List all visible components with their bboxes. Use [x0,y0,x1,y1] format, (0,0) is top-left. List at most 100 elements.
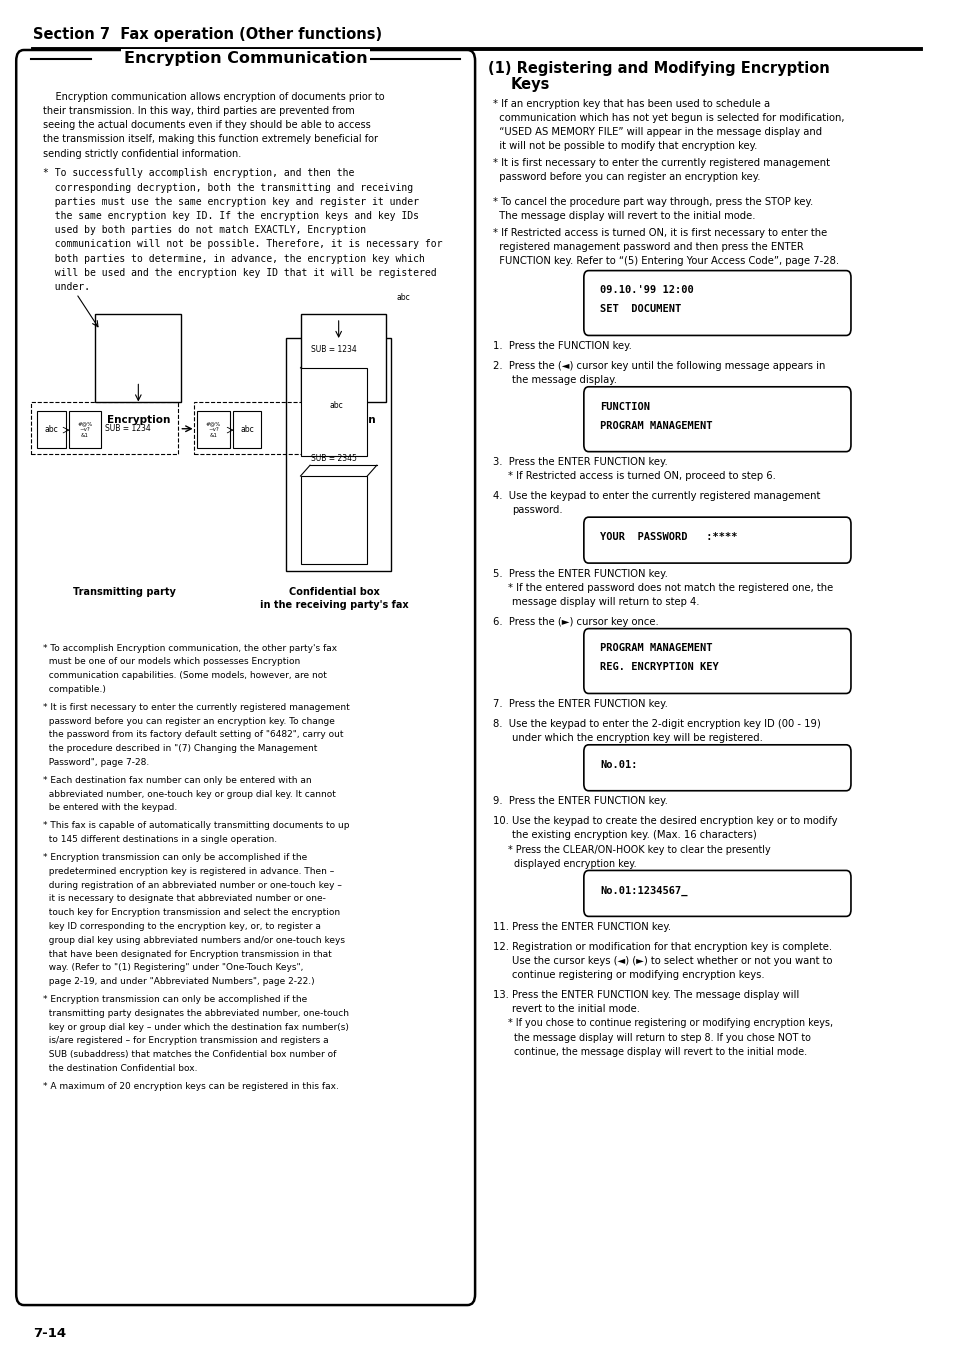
Text: group dial key using abbreviated numbers and/or one-touch keys: group dial key using abbreviated numbers… [43,936,345,944]
Text: continue registering or modifying encryption keys.: continue registering or modifying encryp… [512,970,764,981]
Text: communication which has not yet begun is selected for modification,: communication which has not yet begun is… [493,112,843,123]
Text: sending strictly confidential information.: sending strictly confidential informatio… [43,149,241,158]
Text: FUNCTION: FUNCTION [599,401,649,412]
Text: communication capabilities. (Some models, however, are not: communication capabilities. (Some models… [43,671,327,680]
FancyBboxPatch shape [583,628,850,693]
Text: Decryption: Decryption [311,415,375,426]
Text: * To cancel the procedure part way through, press the STOP key.: * To cancel the procedure part way throu… [493,196,813,207]
Text: the procedure described in "(7) Changing the Management: the procedure described in "(7) Changing… [43,744,317,753]
Text: the transmission itself, making this function extremely beneficial for: the transmission itself, making this fun… [43,134,377,145]
Text: 5.  Press the ENTER FUNCTION key.: 5. Press the ENTER FUNCTION key. [493,569,667,578]
FancyBboxPatch shape [197,411,230,447]
Text: “USED AS MEMORY FILE” will appear in the message display and: “USED AS MEMORY FILE” will appear in the… [493,127,821,136]
FancyBboxPatch shape [583,386,850,451]
Text: Section 7  Fax operation (Other functions): Section 7 Fax operation (Other functions… [33,27,382,42]
Text: under.: under. [43,282,90,292]
Text: revert to the initial mode.: revert to the initial mode. [512,1004,639,1015]
Text: abc: abc [330,401,343,409]
Text: used by both parties do not match EXACTLY, Encryption: used by both parties do not match EXACTL… [43,226,366,235]
Bar [300,313,386,401]
Text: 09.10.'99 12:00: 09.10.'99 12:00 [599,285,693,296]
Text: compatible.): compatible.) [43,685,106,694]
Text: SUB = 1234: SUB = 1234 [105,424,151,434]
Text: No.01:: No.01: [599,759,637,770]
Text: Encryption communication allows encryption of documents prior to: Encryption communication allows encrypti… [43,92,384,101]
Text: registered management password and then press the ENTER: registered management password and then … [493,242,803,251]
Bar [300,367,367,455]
Text: 10. Use the keypad to create the desired encryption key or to modify: 10. Use the keypad to create the desired… [493,816,837,827]
Text: password.: password. [512,505,562,516]
Text: Confidential box
in the receiving party's fax: Confidential box in the receiving party'… [259,586,408,611]
Text: * A maximum of 20 encryption keys can be registered in this fax.: * A maximum of 20 encryption keys can be… [43,1082,338,1090]
Text: the existing encryption key. (Max. 16 characters): the existing encryption key. (Max. 16 ch… [512,831,757,840]
FancyBboxPatch shape [583,870,850,916]
Text: both parties to determine, in advance, the encryption key which: both parties to determine, in advance, t… [43,254,424,263]
Text: the message display will return to step 8. If you chose NOT to: the message display will return to step … [514,1032,810,1043]
Text: Use the cursor keys (◄) (►) to select whether or not you want to: Use the cursor keys (◄) (►) to select wh… [512,957,832,966]
Text: must be one of our models which possesses Encryption: must be one of our models which possesse… [43,658,300,666]
Text: that have been designated for Encryption transmission in that: that have been designated for Encryption… [43,950,332,958]
FancyBboxPatch shape [69,411,101,447]
Text: password before you can register an encryption key.: password before you can register an encr… [493,173,760,182]
Text: * To accomplish Encryption communication, the other party's fax: * To accomplish Encryption communication… [43,643,336,653]
Text: predetermined encryption key is registered in advance. Then –: predetermined encryption key is register… [43,867,334,875]
Text: abc: abc [240,426,253,434]
Text: Password", page 7-28.: Password", page 7-28. [43,758,149,767]
Text: message display will return to step 4.: message display will return to step 4. [512,597,700,607]
Text: REG. ENCRYPTION KEY: REG. ENCRYPTION KEY [599,662,718,673]
Text: password before you can register an encryption key. To change: password before you can register an encr… [43,716,335,725]
Text: SUB = 1234: SUB = 1234 [311,346,356,354]
Text: 6.  Press the (►) cursor key once.: 6. Press the (►) cursor key once. [493,617,659,627]
FancyBboxPatch shape [16,50,475,1305]
Text: Transmitting party: Transmitting party [72,586,175,597]
Text: The message display will revert to the initial mode.: The message display will revert to the i… [493,211,755,220]
Text: * If an encryption key that has been used to schedule a: * If an encryption key that has been use… [493,99,769,108]
Text: corresponding decryption, both the transmitting and receiving: corresponding decryption, both the trans… [43,182,413,193]
Text: be entered with the keypad.: be entered with the keypad. [43,804,177,812]
Text: * Encryption transmission can only be accomplished if the: * Encryption transmission can only be ac… [43,854,307,862]
Text: PROGRAM MANAGEMENT: PROGRAM MANAGEMENT [599,420,712,431]
Text: abc: abc [396,293,410,303]
Text: 8.  Use the keypad to enter the 2-digit encryption key ID (00 - 19): 8. Use the keypad to enter the 2-digit e… [493,719,821,730]
Text: FUNCTION key. Refer to “(5) Entering Your Access Code”, page 7-28.: FUNCTION key. Refer to “(5) Entering You… [493,257,839,266]
Text: YOUR  PASSWORD   :****: YOUR PASSWORD :**** [599,532,737,542]
FancyBboxPatch shape [233,411,261,447]
Text: * If Restricted access is turned ON, it is first necessary to enter the: * If Restricted access is turned ON, it … [493,228,826,238]
Text: Encryption Communication: Encryption Communication [124,51,367,66]
FancyBboxPatch shape [583,270,850,335]
Text: #@%
~v?
&1: #@% ~v? &1 [77,422,92,438]
Text: abc: abc [45,426,58,434]
Text: * It is first necessary to enter the currently registered management: * It is first necessary to enter the cur… [43,703,350,712]
Text: 11. Press the ENTER FUNCTION key.: 11. Press the ENTER FUNCTION key. [493,921,671,932]
Text: * To successfully accomplish encryption, and then the: * To successfully accomplish encryption,… [43,169,354,178]
Text: to 145 different destinations in a single operation.: to 145 different destinations in a singl… [43,835,276,844]
Text: the password from its factory default setting of "6482", carry out: the password from its factory default se… [43,731,343,739]
Text: PROGRAM MANAGEMENT: PROGRAM MANAGEMENT [599,643,712,654]
Text: it will not be possible to modify that encryption key.: it will not be possible to modify that e… [493,141,757,151]
Text: is/are registered – for Encryption transmission and registers a: is/are registered – for Encryption trans… [43,1036,328,1046]
Text: 13. Press the ENTER FUNCTION key. The message display will: 13. Press the ENTER FUNCTION key. The me… [493,990,799,1000]
Text: * If Restricted access is turned ON, proceed to step 6.: * If Restricted access is turned ON, pro… [507,471,775,481]
FancyBboxPatch shape [583,517,850,563]
Text: 1.  Press the FUNCTION key.: 1. Press the FUNCTION key. [493,340,632,351]
Text: key ID corresponding to the encryption key, or, to register a: key ID corresponding to the encryption k… [43,921,320,931]
Text: SUB (subaddress) that matches the Confidential box number of: SUB (subaddress) that matches the Confid… [43,1050,336,1059]
Text: Encryption: Encryption [107,415,170,426]
FancyBboxPatch shape [583,744,850,790]
Text: displayed encryption key.: displayed encryption key. [514,859,637,869]
Text: 7.  Press the ENTER FUNCTION key.: 7. Press the ENTER FUNCTION key. [493,698,667,709]
Text: * This fax is capable of automatically transmitting documents to up: * This fax is capable of automatically t… [43,821,349,831]
Text: it is necessary to designate that abbreviated number or one-: it is necessary to designate that abbrev… [43,894,326,904]
Text: way. (Refer to "(1) Registering" under "One-Touch Keys",: way. (Refer to "(1) Registering" under "… [43,963,303,973]
Text: communication will not be possible. Therefore, it is necessary for: communication will not be possible. Ther… [43,239,442,250]
Text: the destination Confidential box.: the destination Confidential box. [43,1063,197,1073]
Text: * It is first necessary to enter the currently registered management: * It is first necessary to enter the cur… [493,158,829,169]
Text: * Press the CLEAR/ON-HOOK key to clear the presently: * Press the CLEAR/ON-HOOK key to clear t… [507,844,769,855]
Text: abbreviated number, one-touch key or group dial key. It cannot: abbreviated number, one-touch key or gro… [43,789,335,798]
Text: * If the entered password does not match the registered one, the: * If the entered password does not match… [507,582,832,593]
Text: 4.  Use the keypad to enter the currently registered management: 4. Use the keypad to enter the currently… [493,492,820,501]
Text: parties must use the same encryption key and register it under: parties must use the same encryption key… [43,197,418,207]
Text: seeing the actual documents even if they should be able to access: seeing the actual documents even if they… [43,120,371,130]
Text: the message display.: the message display. [512,376,617,385]
Text: #@%
~v?
&1: #@% ~v? &1 [206,422,221,438]
